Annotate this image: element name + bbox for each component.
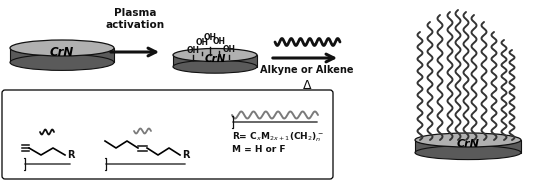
Text: R= C$_x$M$_{2x+1}$(CH$_2$)$_n^-$: R= C$_x$M$_{2x+1}$(CH$_2$)$_n^-$: [232, 130, 324, 143]
Text: OH: OH: [187, 46, 200, 55]
Text: Δ: Δ: [303, 79, 311, 92]
Text: OH: OH: [203, 33, 217, 42]
Text: OH: OH: [195, 38, 209, 47]
Text: R: R: [182, 150, 189, 160]
Text: Alkyne or Alkene: Alkyne or Alkene: [260, 65, 354, 75]
Text: CrN: CrN: [456, 139, 479, 149]
Bar: [10, 48, 114, 62]
Text: CrN: CrN: [204, 54, 226, 64]
Ellipse shape: [173, 48, 257, 61]
Text: M = H or F: M = H or F: [232, 145, 286, 154]
Text: CrN: CrN: [50, 46, 74, 59]
Bar: [415, 140, 521, 153]
Text: OH: OH: [212, 37, 225, 46]
Ellipse shape: [10, 54, 114, 70]
Ellipse shape: [415, 146, 521, 160]
Text: OH: OH: [223, 45, 235, 54]
Ellipse shape: [173, 60, 257, 73]
Bar: [173, 55, 257, 67]
FancyBboxPatch shape: [2, 90, 333, 179]
Ellipse shape: [10, 40, 114, 56]
Text: Plasma
activation: Plasma activation: [105, 8, 165, 30]
Text: R: R: [67, 150, 74, 160]
Ellipse shape: [415, 133, 521, 147]
